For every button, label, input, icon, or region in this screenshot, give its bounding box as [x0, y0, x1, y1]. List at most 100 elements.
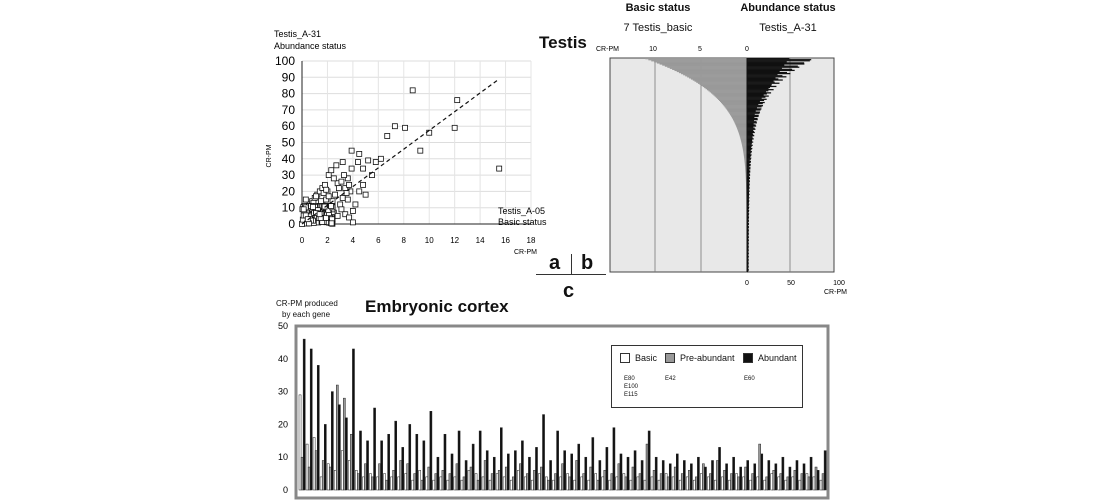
- bar-basic: [340, 450, 344, 491]
- butterfly-bar-basic: [744, 165, 747, 167]
- butterfly-bar-abundant: [747, 81, 775, 83]
- bar-basic: [509, 479, 513, 491]
- bar-abundant: [394, 420, 397, 491]
- bar-basic: [495, 473, 499, 491]
- butterfly-bar-abundant: [747, 217, 749, 219]
- butterfly-bar-basic: [715, 96, 747, 98]
- bar-basic: [714, 479, 717, 491]
- scatter-x-tick-6: 6: [376, 236, 381, 245]
- butterfly-bar-abundant: [747, 140, 753, 142]
- butterfly-bar-abundant: [747, 71, 788, 74]
- bar-abundant: [324, 424, 327, 491]
- butterfly-bar-abundant: [747, 79, 783, 81]
- panel-c-ylabel-line-2: by each gene: [282, 310, 331, 319]
- legend-note-e115: E115: [624, 392, 638, 398]
- legend-note-e60: E60: [744, 376, 755, 382]
- butterfly-bar-abundant: [747, 258, 749, 260]
- bar-abundant: [429, 411, 433, 491]
- butterfly-bar-basic: [735, 123, 747, 125]
- butterfly-bar-basic: [697, 82, 747, 84]
- bar-pre-abundant: [793, 470, 797, 491]
- butterfly-bar-abundant: [747, 162, 750, 165]
- butterfly-bar-abundant: [747, 67, 782, 69]
- bar-pre-abundant: [385, 479, 388, 491]
- bar-pre-abundant: [343, 397, 346, 491]
- bar-pre-abundant: [406, 463, 409, 491]
- butterfly-bar-abundant: [747, 90, 769, 92]
- butterfly-bar-abundant: [747, 112, 760, 114]
- scatter-point: [360, 165, 366, 172]
- butterfly-bar-abundant: [747, 197, 750, 199]
- butterfly-bar-abundant: [747, 235, 749, 237]
- butterfly-bar-abundant: [747, 236, 749, 238]
- scatter-x-tick-10: 10: [425, 236, 434, 245]
- bar-pre-abundant: [371, 476, 374, 491]
- bar-pre-abundant: [744, 466, 747, 491]
- butterfly-bar-basic: [744, 157, 747, 159]
- bar-basic: [453, 476, 457, 491]
- butterfly-bar-abundant: [747, 132, 753, 135]
- bar-abundant: [535, 447, 538, 491]
- scatter-point: [321, 203, 328, 210]
- scatter-plot-area: 0 10 20 30 40 50 60 70 80 90 100 0 2 4 6 8 10 12 14 16 18: [275, 54, 536, 245]
- bar-pre-abundant: [300, 456, 304, 491]
- bar-abundant: [436, 456, 440, 491]
- butterfly-bar-abundant: [747, 163, 751, 166]
- butterfly-bar-basic: [736, 127, 747, 129]
- butterfly-bar-basic: [725, 107, 747, 109]
- butterfly-bar-abundant: [747, 167, 751, 169]
- bar-abundant: [373, 407, 376, 491]
- scatter-point: [337, 201, 344, 208]
- bar-pre-abundant: [659, 473, 663, 491]
- bar-basic: [488, 479, 492, 491]
- bar-pre-abundant: [554, 473, 557, 491]
- butterfly-bar-basic: [745, 170, 747, 172]
- legend-item-abundant: Abundant: [743, 353, 797, 363]
- bar-basic: [369, 473, 372, 491]
- bar-abundant: [345, 417, 348, 491]
- bar-pre-abundant: [652, 470, 656, 491]
- butterfly-bar-abundant: [747, 94, 764, 96]
- bar-pre-abundant: [814, 466, 818, 491]
- bar-basic: [664, 473, 668, 491]
- scatter-point: [325, 172, 332, 179]
- bar-pre-abundant: [751, 473, 754, 491]
- butterfly-bar-abundant: [747, 128, 756, 130]
- butterfly-bar-basic: [736, 125, 747, 127]
- butterfly-bar-abundant: [747, 254, 749, 257]
- butterfly-bar-abundant: [747, 142, 752, 144]
- butterfly-bar-abundant: [747, 63, 805, 65]
- scatter-point: [346, 181, 352, 188]
- butterfly-bar-basic: [743, 155, 747, 157]
- bar-basic: [545, 476, 548, 491]
- bar-basic: [383, 473, 386, 491]
- butterfly-bar-abundant: [747, 257, 749, 259]
- legend-note-e80: E80: [624, 376, 635, 382]
- butterfly-bar-basic: [659, 63, 747, 65]
- bar-pre-abundant: [399, 460, 402, 491]
- butterfly-bar-basic: [664, 65, 747, 67]
- bar-pre-abundant: [413, 473, 417, 491]
- butterfly-bar-abundant: [747, 153, 751, 155]
- butterfly-bar-basic: [741, 141, 747, 143]
- bar-abundant: [753, 463, 757, 491]
- butterfly-bar-abundant: [747, 228, 749, 230]
- bar-basic: [770, 473, 774, 491]
- scatter-point: [344, 175, 351, 182]
- butterfly-bar-abundant: [747, 205, 749, 207]
- bar-basic: [538, 473, 541, 491]
- butterfly-bar-basic: [740, 137, 747, 139]
- butterfly-bar-abundant: [747, 266, 749, 268]
- bar-abundant: [514, 450, 517, 491]
- butterfly-bar-basic: [740, 139, 747, 141]
- bar-basic: [763, 479, 766, 491]
- butterfly-bar-basic: [738, 132, 747, 135]
- bar-pre-abundant: [596, 479, 600, 491]
- butterfly-bar-basic: [651, 60, 747, 62]
- bar-pre-abundant: [589, 466, 593, 491]
- butterfly-bar-abundant: [747, 264, 749, 266]
- butterfly-top-tick-5: 5: [698, 46, 702, 53]
- legend-item-basic: Basic: [620, 353, 657, 363]
- butterfly-top-axis-label: CR-PM: [596, 46, 619, 53]
- bar-abundant: [549, 460, 552, 491]
